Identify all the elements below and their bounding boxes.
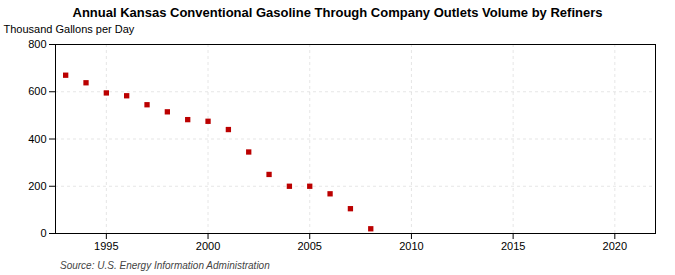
svg-text:2000: 2000 — [196, 240, 220, 252]
svg-text:Thousand Gallons per Day: Thousand Gallons per Day — [4, 23, 135, 35]
html-text:Source: U.S. Energy Informatio: Source: U.S. Energy Information Administ… — [60, 260, 270, 271]
html-text:Annual Kansas Conventional Gas: Annual Kansas Conventional Gasoline Thro… — [72, 5, 603, 20]
svg-text:2015: 2015 — [501, 240, 525, 252]
svg-text:1995: 1995 — [94, 240, 118, 252]
svg-text:600: 600 — [28, 85, 46, 97]
svg-text:200: 200 — [28, 180, 46, 192]
svg-text:2020: 2020 — [603, 240, 627, 252]
svg-text:800: 800 — [28, 38, 46, 50]
svg-text:2005: 2005 — [297, 240, 321, 252]
svg-text:2010: 2010 — [399, 240, 423, 252]
svg-text:0: 0 — [40, 227, 46, 239]
svg-text:400: 400 — [28, 133, 46, 145]
